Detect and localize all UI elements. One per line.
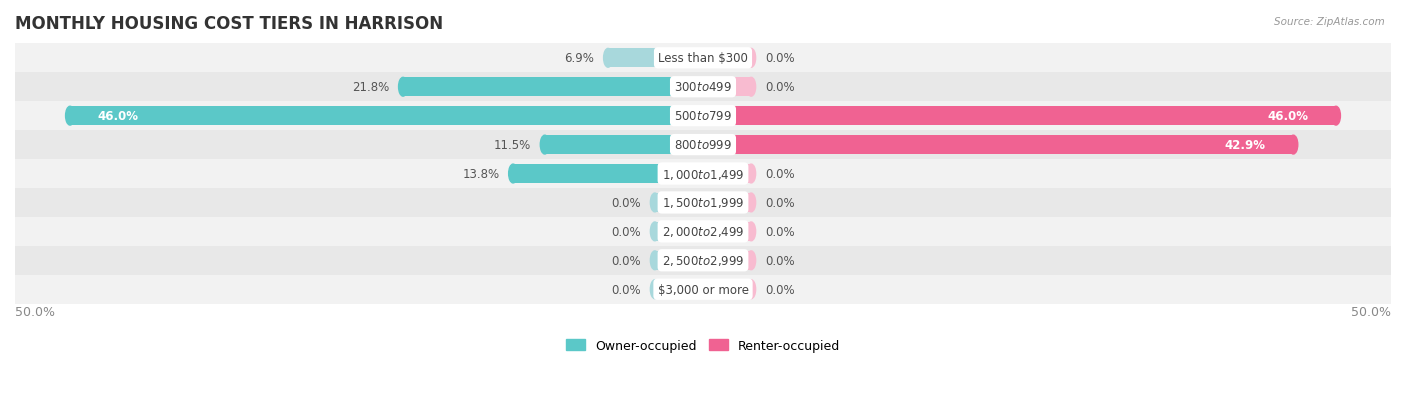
Text: $800 to $999: $800 to $999: [673, 139, 733, 152]
Circle shape: [540, 136, 550, 154]
Circle shape: [1289, 136, 1298, 154]
Text: $2,000 to $2,499: $2,000 to $2,499: [662, 225, 744, 239]
Text: $1,500 to $1,999: $1,500 to $1,999: [662, 196, 744, 210]
Bar: [513, 165, 703, 183]
Bar: [544, 136, 703, 154]
Circle shape: [651, 280, 659, 299]
Bar: [703, 136, 1294, 154]
Bar: [15, 160, 1391, 188]
Text: MONTHLY HOUSING COST TIERS IN HARRISON: MONTHLY HOUSING COST TIERS IN HARRISON: [15, 15, 443, 33]
Text: 0.0%: 0.0%: [765, 81, 794, 94]
Text: Less than $300: Less than $300: [658, 52, 748, 65]
Circle shape: [747, 49, 755, 68]
Circle shape: [747, 165, 755, 183]
Text: 0.0%: 0.0%: [765, 283, 794, 296]
Text: 0.0%: 0.0%: [612, 225, 641, 238]
Text: 0.0%: 0.0%: [765, 52, 794, 65]
Text: 50.0%: 50.0%: [15, 305, 55, 318]
Bar: [15, 44, 1391, 73]
Text: 6.9%: 6.9%: [564, 52, 595, 65]
Text: 50.0%: 50.0%: [1351, 305, 1391, 318]
Bar: [703, 251, 751, 270]
Circle shape: [747, 194, 755, 212]
Text: 21.8%: 21.8%: [352, 81, 389, 94]
Text: 11.5%: 11.5%: [494, 139, 531, 152]
Text: 42.9%: 42.9%: [1225, 139, 1265, 152]
Text: 0.0%: 0.0%: [765, 168, 794, 180]
Text: 46.0%: 46.0%: [1267, 110, 1309, 123]
Circle shape: [651, 251, 659, 270]
Circle shape: [1331, 107, 1340, 126]
Circle shape: [651, 223, 659, 241]
Bar: [655, 251, 703, 270]
Circle shape: [747, 78, 755, 97]
Text: 0.0%: 0.0%: [765, 254, 794, 267]
Bar: [703, 194, 751, 212]
Bar: [15, 275, 1391, 304]
Bar: [703, 107, 1336, 126]
Text: 0.0%: 0.0%: [612, 283, 641, 296]
Bar: [703, 78, 751, 97]
Circle shape: [747, 280, 755, 299]
Text: 0.0%: 0.0%: [612, 197, 641, 209]
Bar: [15, 188, 1391, 217]
Circle shape: [509, 165, 517, 183]
Legend: Owner-occupied, Renter-occupied: Owner-occupied, Renter-occupied: [561, 334, 845, 357]
Bar: [607, 49, 703, 68]
Bar: [15, 131, 1391, 160]
Bar: [655, 223, 703, 241]
Text: Source: ZipAtlas.com: Source: ZipAtlas.com: [1274, 17, 1385, 26]
Circle shape: [398, 78, 408, 97]
Text: $3,000 or more: $3,000 or more: [658, 283, 748, 296]
Bar: [703, 280, 751, 299]
Bar: [655, 280, 703, 299]
Bar: [404, 78, 703, 97]
Bar: [15, 246, 1391, 275]
Bar: [15, 73, 1391, 102]
Text: 0.0%: 0.0%: [765, 225, 794, 238]
Bar: [15, 217, 1391, 246]
Bar: [703, 49, 751, 68]
Circle shape: [747, 223, 755, 241]
Bar: [703, 165, 751, 183]
Bar: [655, 194, 703, 212]
Text: 13.8%: 13.8%: [463, 168, 499, 180]
Text: $300 to $499: $300 to $499: [673, 81, 733, 94]
Text: 0.0%: 0.0%: [765, 197, 794, 209]
Bar: [70, 107, 703, 126]
Bar: [703, 223, 751, 241]
Text: $1,000 to $1,499: $1,000 to $1,499: [662, 167, 744, 181]
Bar: [15, 102, 1391, 131]
Circle shape: [651, 194, 659, 212]
Circle shape: [66, 107, 75, 126]
Text: 0.0%: 0.0%: [612, 254, 641, 267]
Text: $500 to $799: $500 to $799: [673, 110, 733, 123]
Text: 46.0%: 46.0%: [97, 110, 139, 123]
Text: $2,500 to $2,999: $2,500 to $2,999: [662, 254, 744, 268]
Circle shape: [603, 49, 613, 68]
Circle shape: [747, 251, 755, 270]
